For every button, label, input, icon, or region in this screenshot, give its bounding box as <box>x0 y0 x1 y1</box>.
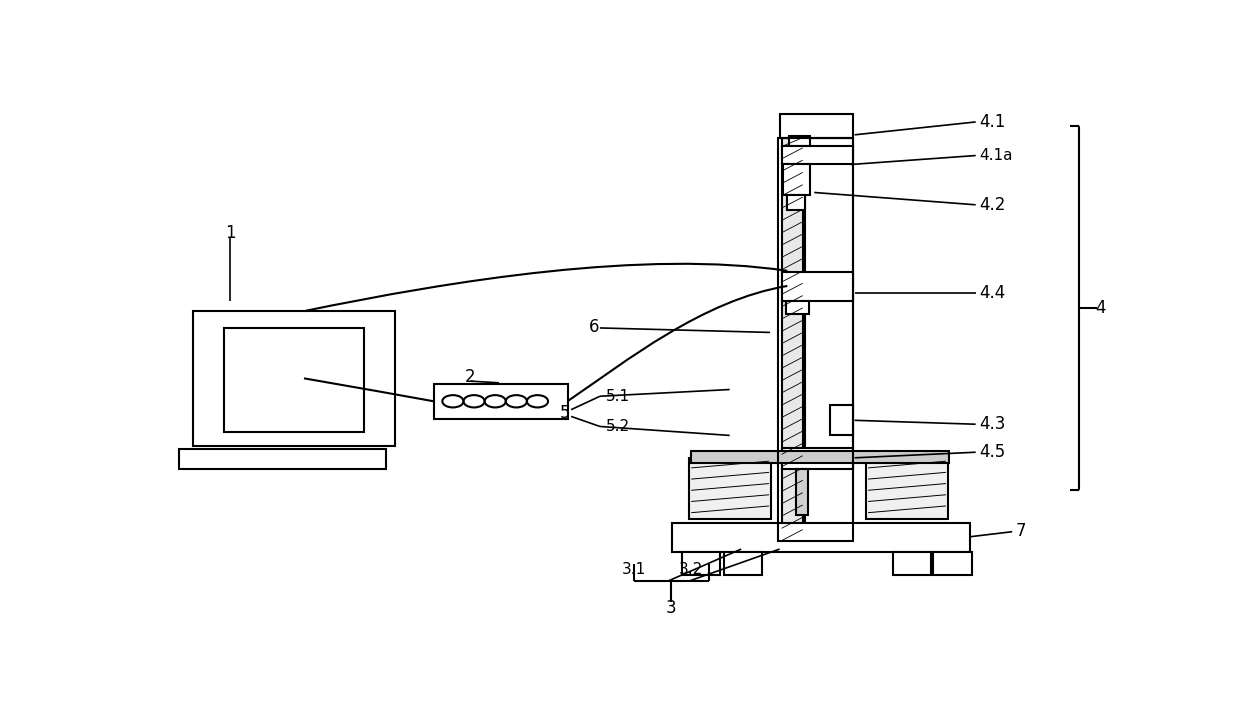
Text: 7: 7 <box>1016 521 1027 539</box>
Bar <box>781 137 802 541</box>
Text: 4.4: 4.4 <box>980 284 1006 302</box>
Bar <box>781 272 853 301</box>
Bar <box>672 523 970 552</box>
Text: 4.3: 4.3 <box>980 415 1006 433</box>
Bar <box>781 448 853 469</box>
Bar <box>786 301 810 314</box>
Bar <box>789 136 811 146</box>
Bar <box>787 195 805 210</box>
Bar <box>179 449 386 469</box>
Bar <box>777 137 853 541</box>
Text: 2: 2 <box>465 368 475 386</box>
Text: 4.1a: 4.1a <box>980 148 1013 163</box>
Text: 3.1: 3.1 <box>621 562 646 577</box>
Bar <box>724 552 763 575</box>
Text: 4: 4 <box>1095 300 1105 318</box>
Bar <box>691 451 949 463</box>
Text: 3.2: 3.2 <box>680 562 703 577</box>
Bar <box>434 384 568 419</box>
Bar <box>224 328 365 432</box>
Text: 5.2: 5.2 <box>605 419 630 434</box>
Bar <box>830 405 853 435</box>
Text: 4.1: 4.1 <box>980 113 1006 131</box>
Text: 5.1: 5.1 <box>605 389 630 403</box>
Bar <box>784 164 811 195</box>
Bar <box>866 458 947 519</box>
Bar <box>780 114 853 137</box>
Bar <box>805 137 853 541</box>
Bar <box>193 311 396 446</box>
Text: 4.2: 4.2 <box>980 196 1006 214</box>
Text: 1: 1 <box>224 224 236 242</box>
Bar <box>682 552 720 575</box>
Text: 4.5: 4.5 <box>980 443 1006 461</box>
Bar <box>781 146 853 164</box>
Text: 6: 6 <box>589 318 599 336</box>
Bar <box>796 469 807 515</box>
Bar <box>689 458 771 519</box>
Bar <box>934 552 972 575</box>
Bar <box>893 552 931 575</box>
Text: 5: 5 <box>559 404 570 422</box>
Text: 3: 3 <box>666 599 676 616</box>
